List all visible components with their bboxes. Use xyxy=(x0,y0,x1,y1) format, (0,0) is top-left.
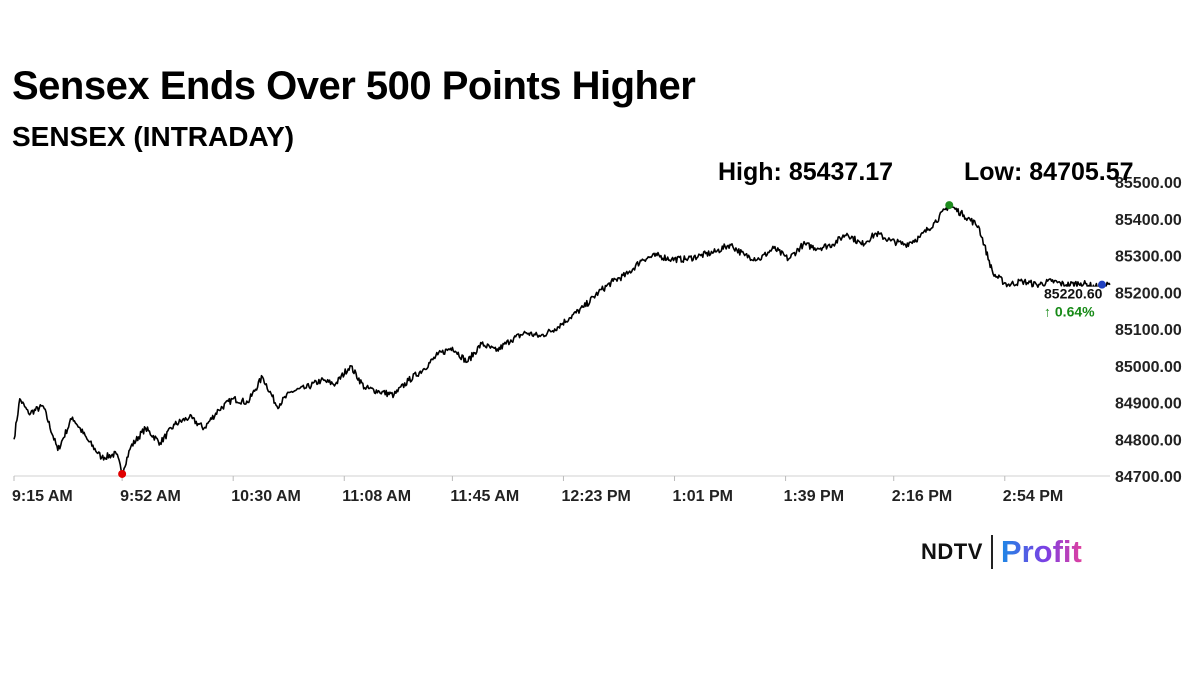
high-stat: High: 85437.17 xyxy=(718,158,894,186)
last-value-label: 85220.60 xyxy=(1044,286,1103,302)
last-price-marker xyxy=(1098,280,1106,289)
ndtv-profit-logo: NDTV Profit xyxy=(921,534,1082,570)
chart-subtitle: SENSEX (INTRADAY) xyxy=(12,121,295,152)
low-point-marker xyxy=(118,469,127,478)
x-tick-label: 1:01 PM xyxy=(673,488,733,505)
x-tick-label: 2:16 PM xyxy=(892,488,952,505)
brand-profit: Profit xyxy=(1000,534,1082,569)
sensex-line xyxy=(13,204,1111,474)
last-label-bg xyxy=(1040,286,1110,327)
change-percent-label: ↑ 0.64% xyxy=(1044,304,1095,320)
x-tick-label: 10:30 AM xyxy=(231,488,301,505)
y-tick-label: 85100.00 xyxy=(1115,322,1182,339)
chart-headline: Sensex Ends Over 500 Points Higher xyxy=(12,64,696,108)
y-tick-label: 84800.00 xyxy=(1115,432,1182,449)
brand-divider xyxy=(990,535,993,569)
y-tick-label: 84700.00 xyxy=(1115,469,1182,486)
y-tick-label: 85300.00 xyxy=(1115,249,1182,266)
x-tick-label: 12:23 PM xyxy=(561,488,630,505)
x-tick-label: 9:52 AM xyxy=(120,488,181,505)
brand-ndtv: NDTV xyxy=(921,539,983,564)
x-tick-label: 11:08 AM xyxy=(342,488,411,505)
y-tick-label: 85200.00 xyxy=(1115,285,1182,302)
x-tick-label: 11:45 AM xyxy=(450,488,519,505)
x-tick-label: 2:54 PM xyxy=(1003,488,1063,505)
y-tick-label: 85500.00 xyxy=(1115,175,1182,192)
y-tick-label: 85400.00 xyxy=(1115,212,1182,229)
y-tick-label: 84900.00 xyxy=(1115,396,1182,413)
y-tick-label: 85000.00 xyxy=(1115,359,1182,376)
x-tick-label: 1:39 PM xyxy=(784,488,844,505)
low-stat: Low: 84705.57 xyxy=(964,158,1134,186)
high-point-marker xyxy=(945,201,954,210)
x-tick-label: 9:15 AM xyxy=(12,488,73,505)
